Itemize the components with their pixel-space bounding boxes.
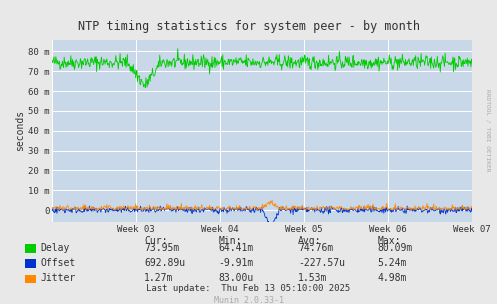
- Text: -9.91m: -9.91m: [219, 258, 254, 268]
- Text: 83.00u: 83.00u: [219, 273, 254, 283]
- Text: 692.89u: 692.89u: [144, 258, 185, 268]
- Text: Offset: Offset: [41, 258, 76, 268]
- Text: 1.53m: 1.53m: [298, 273, 328, 283]
- Text: -227.57u: -227.57u: [298, 258, 345, 268]
- Text: RRDTOOL / TOBI OETIKER: RRDTOOL / TOBI OETIKER: [486, 89, 491, 172]
- Text: Jitter: Jitter: [41, 273, 76, 283]
- Text: Avg:: Avg:: [298, 236, 322, 246]
- Text: Delay: Delay: [41, 243, 70, 253]
- Text: Munin 2.0.33-1: Munin 2.0.33-1: [214, 296, 283, 304]
- Text: 73.95m: 73.95m: [144, 243, 179, 253]
- Text: 5.24m: 5.24m: [378, 258, 407, 268]
- Text: 74.76m: 74.76m: [298, 243, 333, 253]
- Text: Cur:: Cur:: [144, 236, 167, 246]
- Text: 80.09m: 80.09m: [378, 243, 413, 253]
- Text: Max:: Max:: [378, 236, 401, 246]
- Text: Last update:  Thu Feb 13 05:10:00 2025: Last update: Thu Feb 13 05:10:00 2025: [147, 284, 350, 293]
- Text: 1.27m: 1.27m: [144, 273, 173, 283]
- Text: 64.41m: 64.41m: [219, 243, 254, 253]
- Text: 4.98m: 4.98m: [378, 273, 407, 283]
- Y-axis label: seconds: seconds: [15, 110, 25, 151]
- Text: NTP timing statistics for system peer - by month: NTP timing statistics for system peer - …: [78, 20, 419, 33]
- Text: Min:: Min:: [219, 236, 242, 246]
